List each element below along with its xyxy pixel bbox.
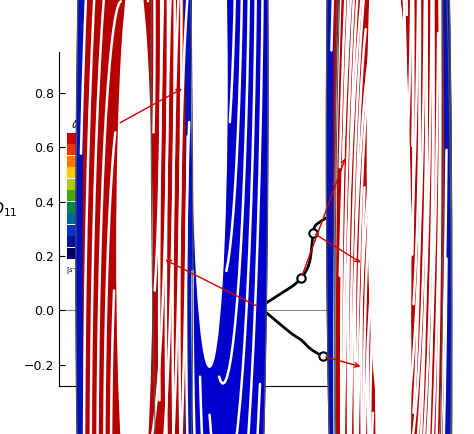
Circle shape <box>360 0 427 434</box>
Circle shape <box>98 0 171 434</box>
Circle shape <box>373 0 414 434</box>
Circle shape <box>354 0 433 434</box>
Circle shape <box>339 0 431 434</box>
Circle shape <box>151 0 268 434</box>
Circle shape <box>356 0 430 434</box>
Circle shape <box>352 0 435 434</box>
Circle shape <box>376 87 411 434</box>
Circle shape <box>346 0 423 434</box>
Circle shape <box>348 0 421 434</box>
Circle shape <box>83 0 185 434</box>
Circle shape <box>112 0 156 434</box>
Circle shape <box>365 0 422 434</box>
Circle shape <box>96 0 173 434</box>
Circle shape <box>358 0 428 434</box>
Circle shape <box>114 0 155 434</box>
Circle shape <box>371 14 415 434</box>
Circle shape <box>76 0 193 434</box>
Circle shape <box>100 0 169 434</box>
Circle shape <box>347 0 439 434</box>
Circle shape <box>370 0 417 434</box>
Circle shape <box>363 0 423 434</box>
Circle shape <box>90 0 179 434</box>
Circle shape <box>365 0 422 434</box>
Circle shape <box>342 0 444 434</box>
Circle shape <box>109 0 160 434</box>
Circle shape <box>91 0 177 434</box>
Circle shape <box>376 0 411 434</box>
Circle shape <box>192 0 227 367</box>
Circle shape <box>356 0 430 434</box>
Circle shape <box>336 0 434 434</box>
Circle shape <box>365 0 405 434</box>
Circle shape <box>352 0 418 434</box>
Circle shape <box>342 0 444 434</box>
Circle shape <box>355 0 431 434</box>
Circle shape <box>373 40 414 434</box>
Circle shape <box>363 0 407 434</box>
Circle shape <box>106 0 163 434</box>
Circle shape <box>370 0 417 434</box>
Circle shape <box>101 0 168 434</box>
Circle shape <box>327 0 443 434</box>
Circle shape <box>358 0 428 434</box>
Circle shape <box>371 0 415 434</box>
Circle shape <box>103 0 166 434</box>
Circle shape <box>334 0 436 434</box>
Circle shape <box>346 0 441 434</box>
X-axis label: $n_{11}$: $n_{11}$ <box>231 407 255 423</box>
Circle shape <box>344 0 426 434</box>
Circle shape <box>368 0 419 434</box>
Circle shape <box>340 0 429 434</box>
Circle shape <box>366 0 420 434</box>
Circle shape <box>358 0 412 434</box>
Circle shape <box>356 0 413 434</box>
Circle shape <box>335 0 452 434</box>
Circle shape <box>350 0 436 434</box>
Circle shape <box>337 0 433 434</box>
Circle shape <box>344 0 443 434</box>
Circle shape <box>368 0 419 434</box>
Circle shape <box>345 0 425 434</box>
Circle shape <box>350 0 420 434</box>
Circle shape <box>363 0 423 434</box>
Circle shape <box>85 0 184 434</box>
Circle shape <box>366 0 420 434</box>
Circle shape <box>367 0 402 432</box>
Circle shape <box>353 0 417 434</box>
Circle shape <box>108 0 161 434</box>
Circle shape <box>344 0 443 434</box>
Circle shape <box>354 0 433 434</box>
Circle shape <box>350 0 436 434</box>
Circle shape <box>352 0 435 434</box>
Circle shape <box>104 0 164 434</box>
Y-axis label: $Q_{11}$: $Q_{11}$ <box>0 201 18 219</box>
Circle shape <box>111 0 158 434</box>
Circle shape <box>360 0 427 434</box>
Circle shape <box>349 0 438 434</box>
Circle shape <box>346 0 441 434</box>
Circle shape <box>95 0 174 434</box>
Circle shape <box>347 0 439 434</box>
Circle shape <box>362 0 425 434</box>
Circle shape <box>361 0 409 434</box>
Circle shape <box>360 0 410 434</box>
Circle shape <box>93 0 176 434</box>
Circle shape <box>355 0 415 434</box>
Circle shape <box>355 0 431 434</box>
Circle shape <box>88 0 181 434</box>
Circle shape <box>335 0 452 434</box>
Circle shape <box>342 0 428 434</box>
Circle shape <box>117 0 152 434</box>
Circle shape <box>87 0 182 434</box>
Circle shape <box>362 0 425 434</box>
Circle shape <box>349 0 438 434</box>
